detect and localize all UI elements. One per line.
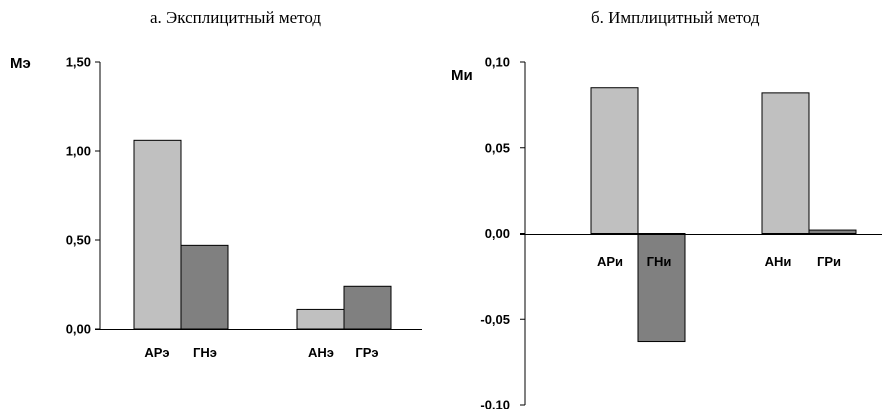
y-tick-label-right-3: 0,05 xyxy=(485,140,510,155)
category-label-right-4: ГРи xyxy=(817,254,841,269)
category-label-left-2: ГНэ xyxy=(193,345,217,360)
y-tick-label-left-0: 0,00 xyxy=(66,322,91,337)
y-tick-label-left-3: 1,50 xyxy=(66,55,91,70)
y-tick-label-left-2: 1,00 xyxy=(66,144,91,159)
category-label-right-1: АРи xyxy=(597,254,623,269)
chart-title-explicit: а. Эксплицитный метод xyxy=(150,8,321,27)
bar-left-4 xyxy=(343,285,392,330)
bar-left-2 xyxy=(180,244,229,330)
chart-title-implicit: б. Имплицитный метод xyxy=(591,8,760,27)
category-label-left-4: ГРэ xyxy=(355,345,378,360)
bar-left-1 xyxy=(133,139,182,330)
chart-right: -0,10 -0,05 0,00 0,05 0,10 Ми АРи ГНи АНи ГРи xyxy=(451,55,882,409)
category-label-right-3: АНи xyxy=(765,254,792,269)
y-tick-label-right-4: 0,10 xyxy=(485,55,510,70)
bar-right-4 xyxy=(808,229,857,235)
y-tick-label-right-0: -0,10 xyxy=(480,398,510,409)
bar-left-3 xyxy=(296,308,345,330)
chart-left: 0,00 0,50 1,00 1,50 Мэ АРэ ГНэ АНэ ГРэ xyxy=(10,55,422,360)
category-label-left-3: АНэ xyxy=(308,345,334,360)
y-tick-label-left-1: 0,50 xyxy=(66,233,91,248)
bar-right-3 xyxy=(761,92,810,235)
bar-right-1 xyxy=(590,87,639,234)
y-axis-label-right: Ми xyxy=(451,67,473,84)
y-tick-label-right-1: -0,05 xyxy=(480,312,510,327)
y-axis-label-left: Мэ xyxy=(10,55,31,72)
category-label-left-1: АРэ xyxy=(144,345,169,360)
bar-right-2 xyxy=(637,233,686,343)
y-tick-label-right-2: 0,00 xyxy=(485,226,510,241)
category-label-right-2: ГНи xyxy=(647,254,672,269)
